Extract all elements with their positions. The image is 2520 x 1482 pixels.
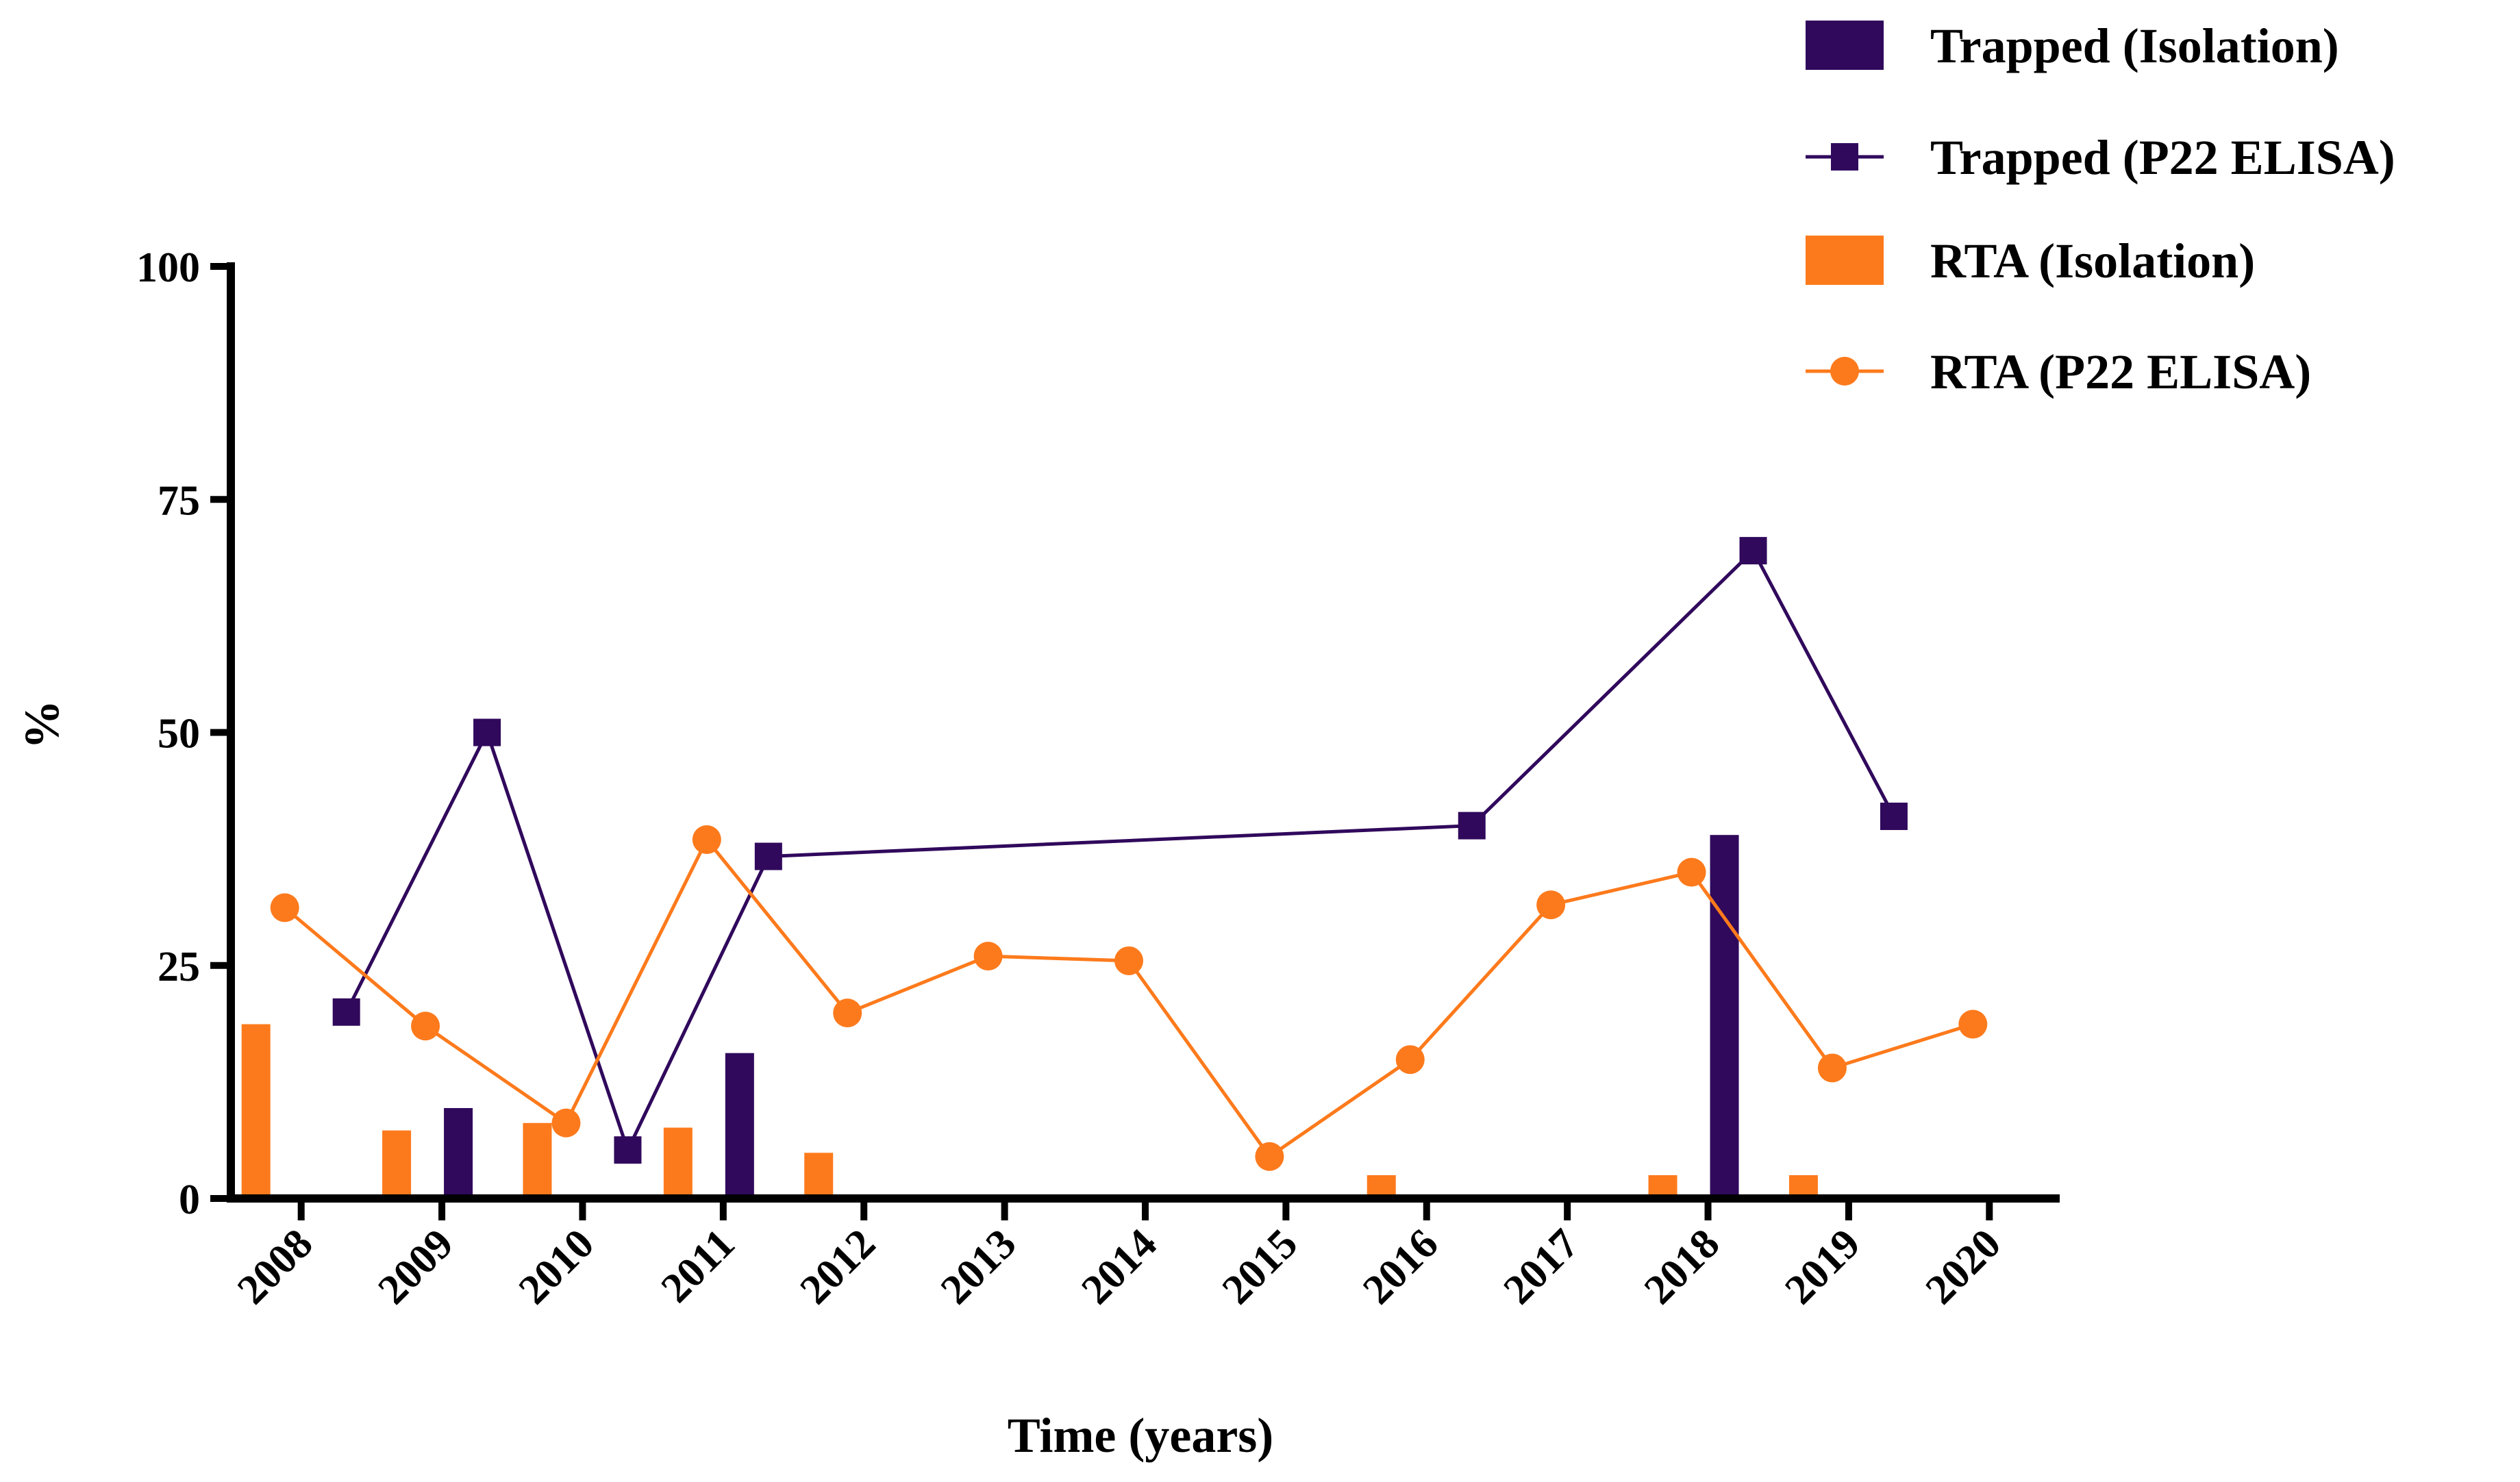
x-tick-label: 2020	[1917, 1220, 2010, 1314]
x-tick-label: 2009	[369, 1220, 462, 1314]
x-tick-label: 2010	[510, 1220, 603, 1314]
x-tick-label: 2014	[1073, 1220, 1166, 1314]
x-tick-label: 2019	[1776, 1220, 1869, 1314]
marker	[754, 842, 782, 870]
bar	[523, 1122, 552, 1198]
legend-label: Trapped (Isolation)	[1930, 18, 2339, 73]
x-tick-label: 2015	[1214, 1220, 1307, 1314]
y-tick-label: 100	[136, 244, 200, 291]
bar	[382, 1130, 412, 1198]
marker	[411, 1012, 440, 1041]
marker	[332, 998, 360, 1026]
x-axis-label: Time (years)	[1008, 1408, 1274, 1463]
marker	[614, 1136, 642, 1164]
x-tick-label: 2013	[932, 1220, 1025, 1314]
legend-label: Trapped (P22 ELISA)	[1930, 130, 2395, 185]
bar	[663, 1127, 693, 1198]
legend-label: RTA (P22 ELISA)	[1930, 344, 2311, 399]
x-tick-label: 2012	[791, 1220, 884, 1314]
legend-swatch	[1806, 21, 1884, 70]
x-tick-label: 2016	[1354, 1220, 1447, 1314]
marker	[1458, 812, 1486, 840]
marker	[1536, 890, 1566, 920]
marker	[1817, 1053, 1847, 1083]
legend-swatch	[1806, 236, 1884, 285]
y-tick-label: 25	[158, 944, 200, 990]
marker	[1114, 946, 1143, 975]
y-axis-label: %	[14, 700, 69, 749]
marker	[473, 718, 501, 746]
x-tick-label: 2017	[1495, 1220, 1588, 1314]
marker	[1255, 1142, 1284, 1171]
bar	[1710, 835, 1739, 1198]
marker	[1880, 802, 1908, 830]
bar	[241, 1024, 271, 1198]
bar	[444, 1107, 473, 1198]
x-tick-label: 2008	[229, 1220, 322, 1314]
legend-label: RTA (Isolation)	[1930, 234, 2255, 288]
marker	[551, 1108, 581, 1138]
legend-marker	[1830, 357, 1859, 386]
x-tick-label: 2018	[1636, 1220, 1729, 1314]
y-tick-label: 50	[158, 711, 200, 757]
marker	[270, 893, 299, 922]
marker	[692, 825, 721, 855]
marker	[1395, 1045, 1425, 1075]
bar	[725, 1053, 754, 1198]
y-tick-label: 0	[179, 1177, 200, 1223]
marker	[833, 999, 862, 1028]
line	[345, 547, 1896, 1155]
bar	[804, 1153, 834, 1198]
y-tick-label: 75	[158, 477, 200, 524]
x-tick-label: 2011	[652, 1220, 743, 1311]
marker	[1739, 537, 1767, 565]
marker	[1958, 1009, 1988, 1039]
marker	[1677, 857, 1706, 887]
marker	[973, 942, 1003, 971]
legend-marker	[1831, 143, 1858, 171]
